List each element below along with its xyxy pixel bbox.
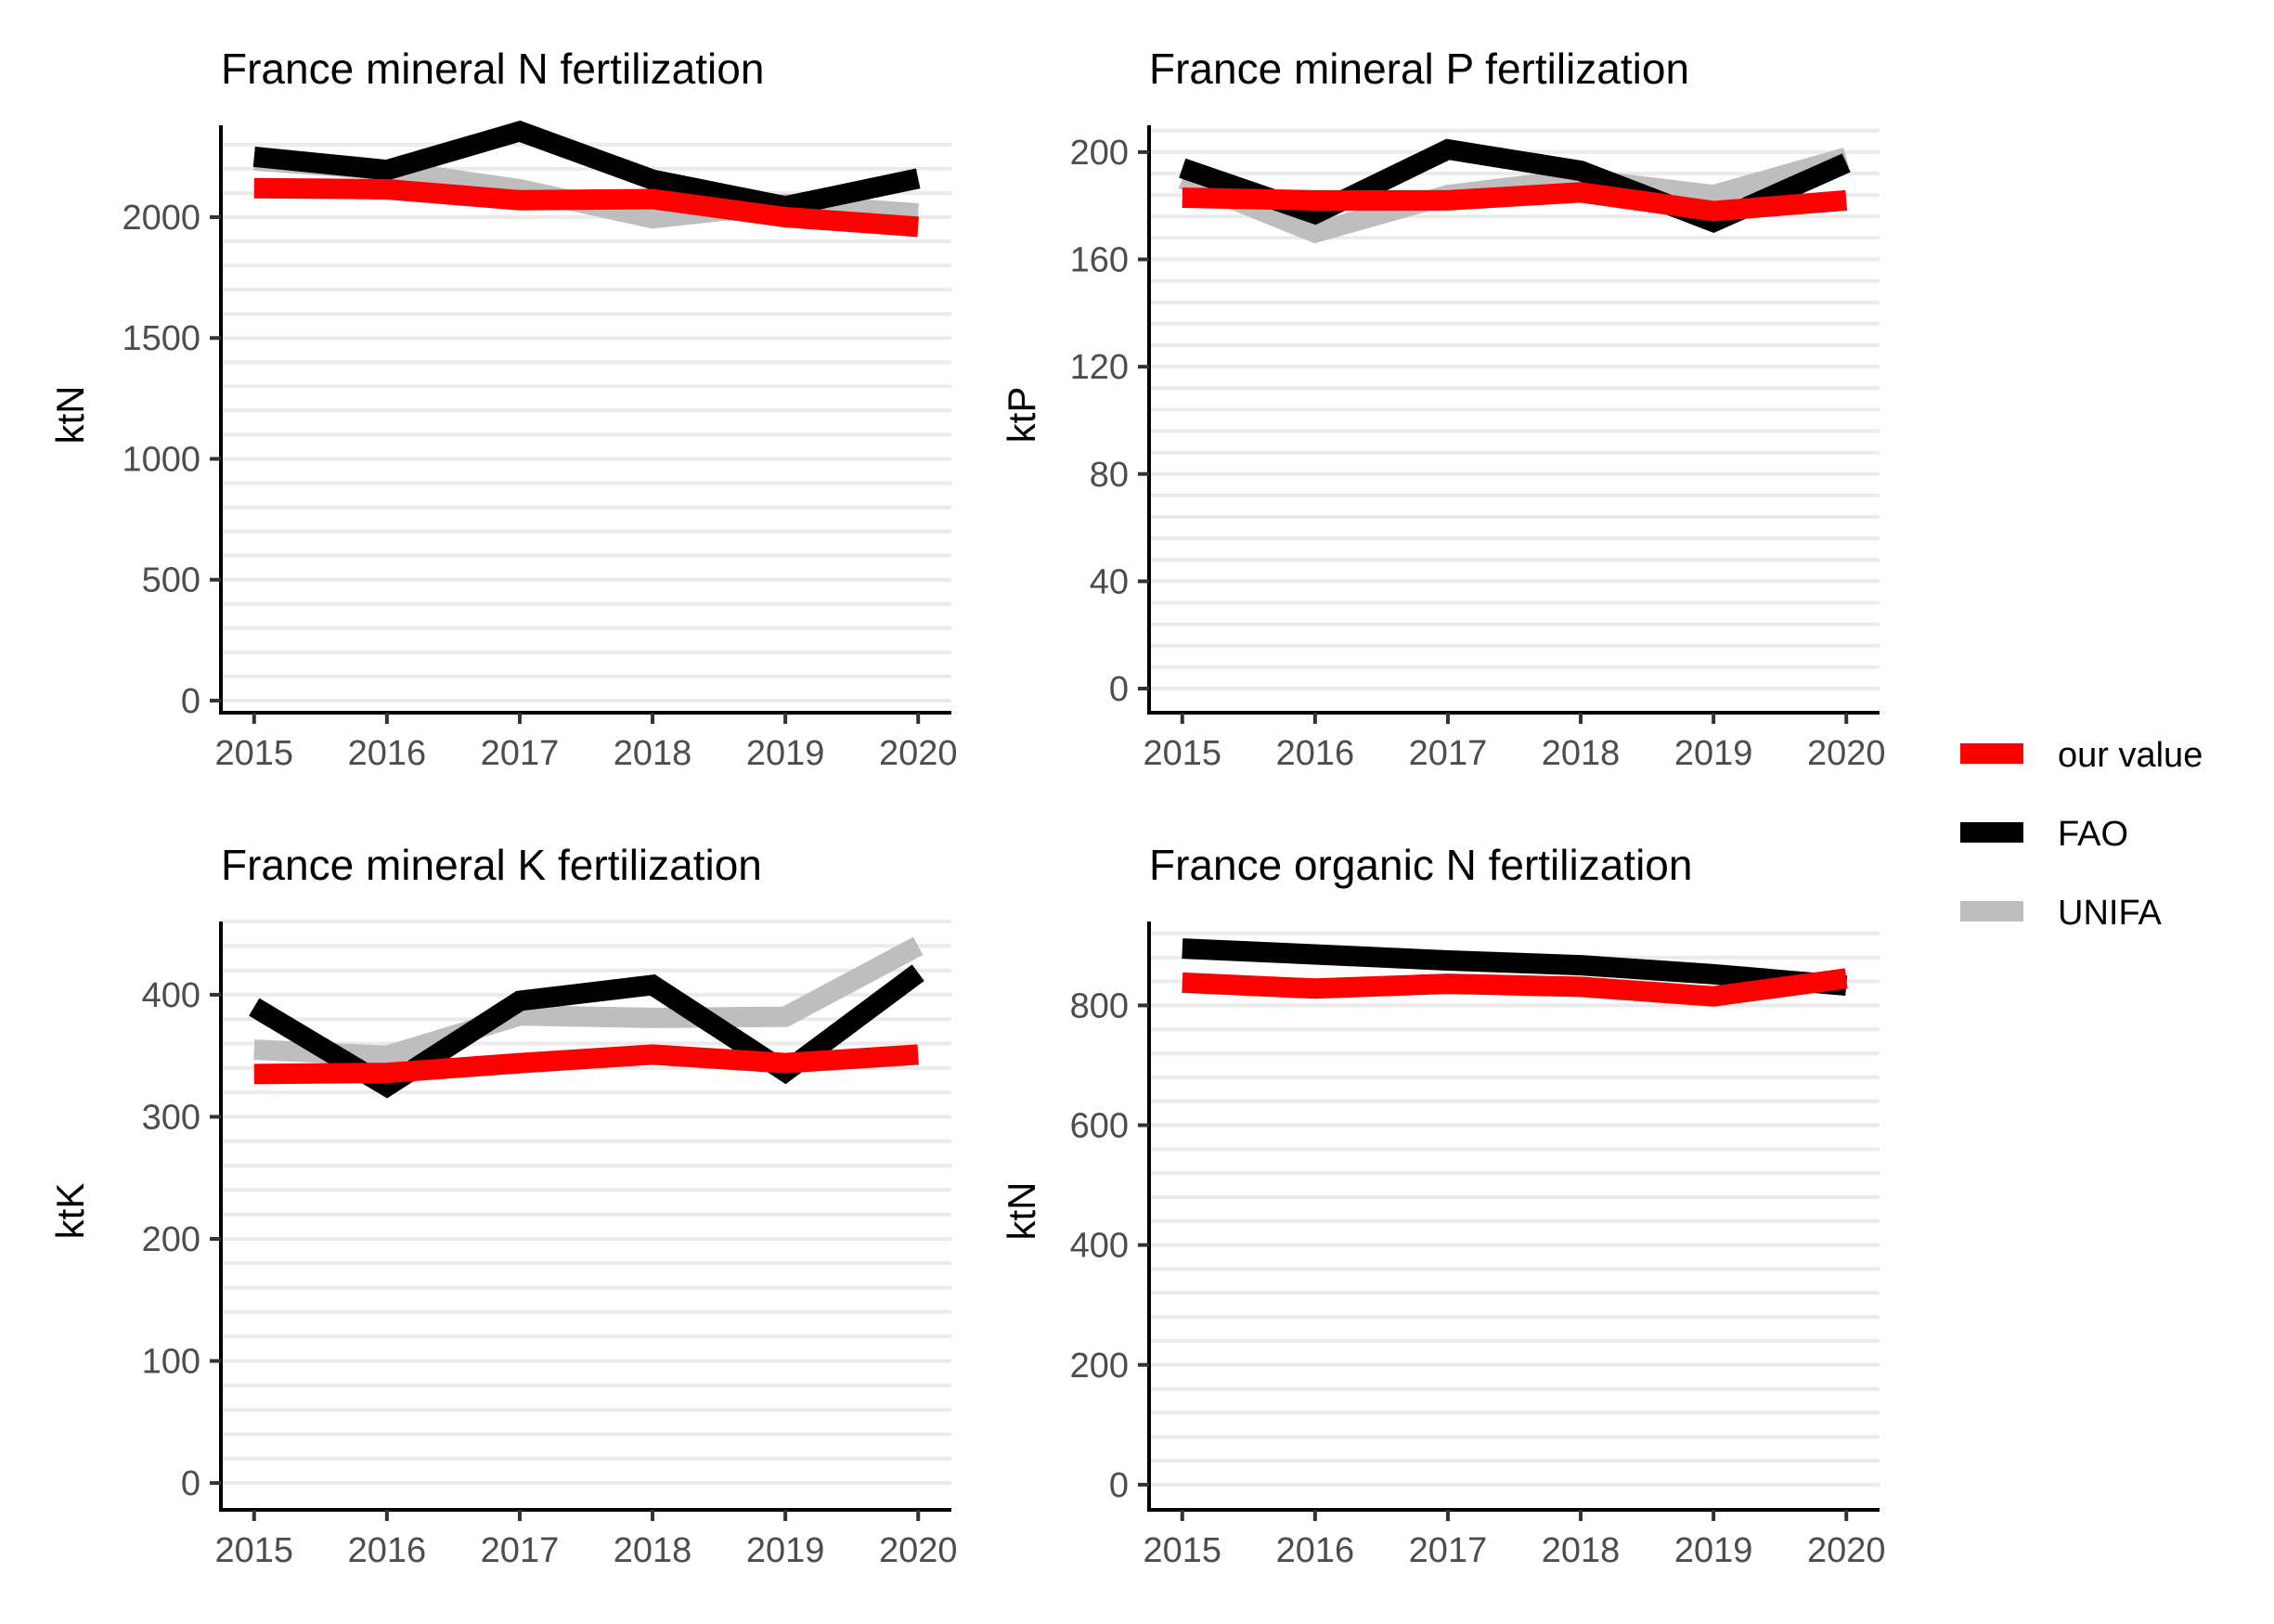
series-line-fao [1182, 938, 1848, 997]
y-tick-label: 1000 [122, 440, 200, 479]
y-tick-label: 0 [1109, 670, 1129, 709]
y-tick-label: 200 [1070, 134, 1129, 173]
x-tick-label: 2017 [1409, 734, 1488, 773]
y-axis-title: ktN [1000, 1182, 1043, 1241]
x-tick-label: 2017 [1409, 1531, 1488, 1570]
legend: our value FAO UNIFA [1960, 736, 2203, 933]
series-line-fao [252, 120, 921, 217]
y-tick-label: 0 [181, 682, 200, 721]
legend-item-fao: FAO [1960, 815, 2128, 854]
panel-mineral-p: France mineral P fertilization ktP 0 40 80… [1000, 45, 1886, 773]
legend-item-unifa: UNIFA [1960, 894, 2163, 933]
y-tick-label: 160 [1070, 241, 1129, 280]
x-tick-label: 2019 [1674, 734, 1753, 773]
y-tick-label: 120 [1070, 348, 1129, 387]
series-line-our-value [1182, 182, 1848, 222]
series-line-our-value [1182, 968, 1848, 1007]
x-tick-label: 2015 [1143, 1531, 1221, 1570]
panel-mineral-k: France mineral K fertilization ktK 0 100 2… [48, 841, 958, 1570]
x-tick-label: 2018 [1542, 1531, 1621, 1570]
x-tick-label: 2016 [1276, 734, 1355, 773]
y-tick-label: 2000 [122, 199, 200, 238]
panel-organic-n: France organic N fertilization ktN 0 200 4… [1000, 841, 1886, 1570]
x-tick-label: 2018 [1542, 734, 1621, 773]
y-tick-label: 0 [1109, 1466, 1129, 1505]
y-tick-label: 300 [142, 1098, 200, 1137]
x-tick-label: 2015 [214, 1531, 293, 1570]
y-tick-label: 400 [1070, 1227, 1129, 1266]
x-tick-label: 2016 [348, 1531, 427, 1570]
y-tick-label: 400 [142, 976, 200, 1015]
y-tick-label: 500 [142, 561, 200, 600]
x-tick-label: 2017 [481, 1531, 560, 1570]
x-tick-label: 2020 [879, 734, 958, 773]
y-tick-label: 80 [1090, 456, 1129, 495]
legend-item-our-value: our value [1960, 736, 2203, 775]
y-tick-label: 200 [142, 1220, 200, 1259]
x-tick-label: 2017 [481, 734, 560, 773]
x-tick-label: 2016 [1276, 1531, 1355, 1570]
legend-label-our-value: our value [2058, 736, 2203, 775]
y-axis-title: ktN [48, 386, 92, 445]
legend-label-fao: FAO [2058, 815, 2128, 854]
x-tick-label: 2018 [614, 734, 692, 773]
series-line-our-value [253, 177, 919, 238]
y-axis-title: ktP [1000, 387, 1043, 444]
x-tick-label: 2020 [1807, 1531, 1886, 1570]
x-tick-label: 2019 [1674, 1531, 1753, 1570]
x-tick-label: 2016 [348, 734, 427, 773]
x-tick-label: 2020 [1807, 734, 1886, 773]
y-axis-title: ktK [48, 1183, 92, 1240]
x-tick-label: 2020 [879, 1531, 958, 1570]
y-tick-label: 800 [1070, 986, 1129, 1025]
panel-mineral-n: France mineral N fertilization ktN 0 500 1… [48, 45, 958, 773]
panel-title: France mineral P fertilization [1149, 45, 1689, 93]
panel-title: France mineral N fertilization [221, 45, 764, 93]
y-tick-label: 600 [1070, 1107, 1129, 1146]
series-line-our-value [253, 1044, 919, 1085]
panel-title: France organic N fertilization [1149, 841, 1692, 889]
x-tick-label: 2015 [1143, 734, 1221, 773]
y-tick-label: 200 [1070, 1347, 1129, 1386]
x-tick-label: 2019 [746, 1531, 825, 1570]
series-line-unifa [253, 936, 924, 1066]
y-tick-label: 40 [1090, 562, 1129, 601]
y-tick-label: 0 [181, 1464, 200, 1503]
y-tick-label: 100 [142, 1343, 200, 1382]
x-tick-label: 2019 [746, 734, 825, 773]
legend-label-unifa: UNIFA [2058, 894, 2163, 933]
y-tick-label: 1500 [122, 319, 200, 358]
x-tick-label: 2018 [614, 1531, 692, 1570]
panel-title: France mineral K fertilization [221, 841, 762, 889]
x-tick-label: 2015 [214, 734, 293, 773]
